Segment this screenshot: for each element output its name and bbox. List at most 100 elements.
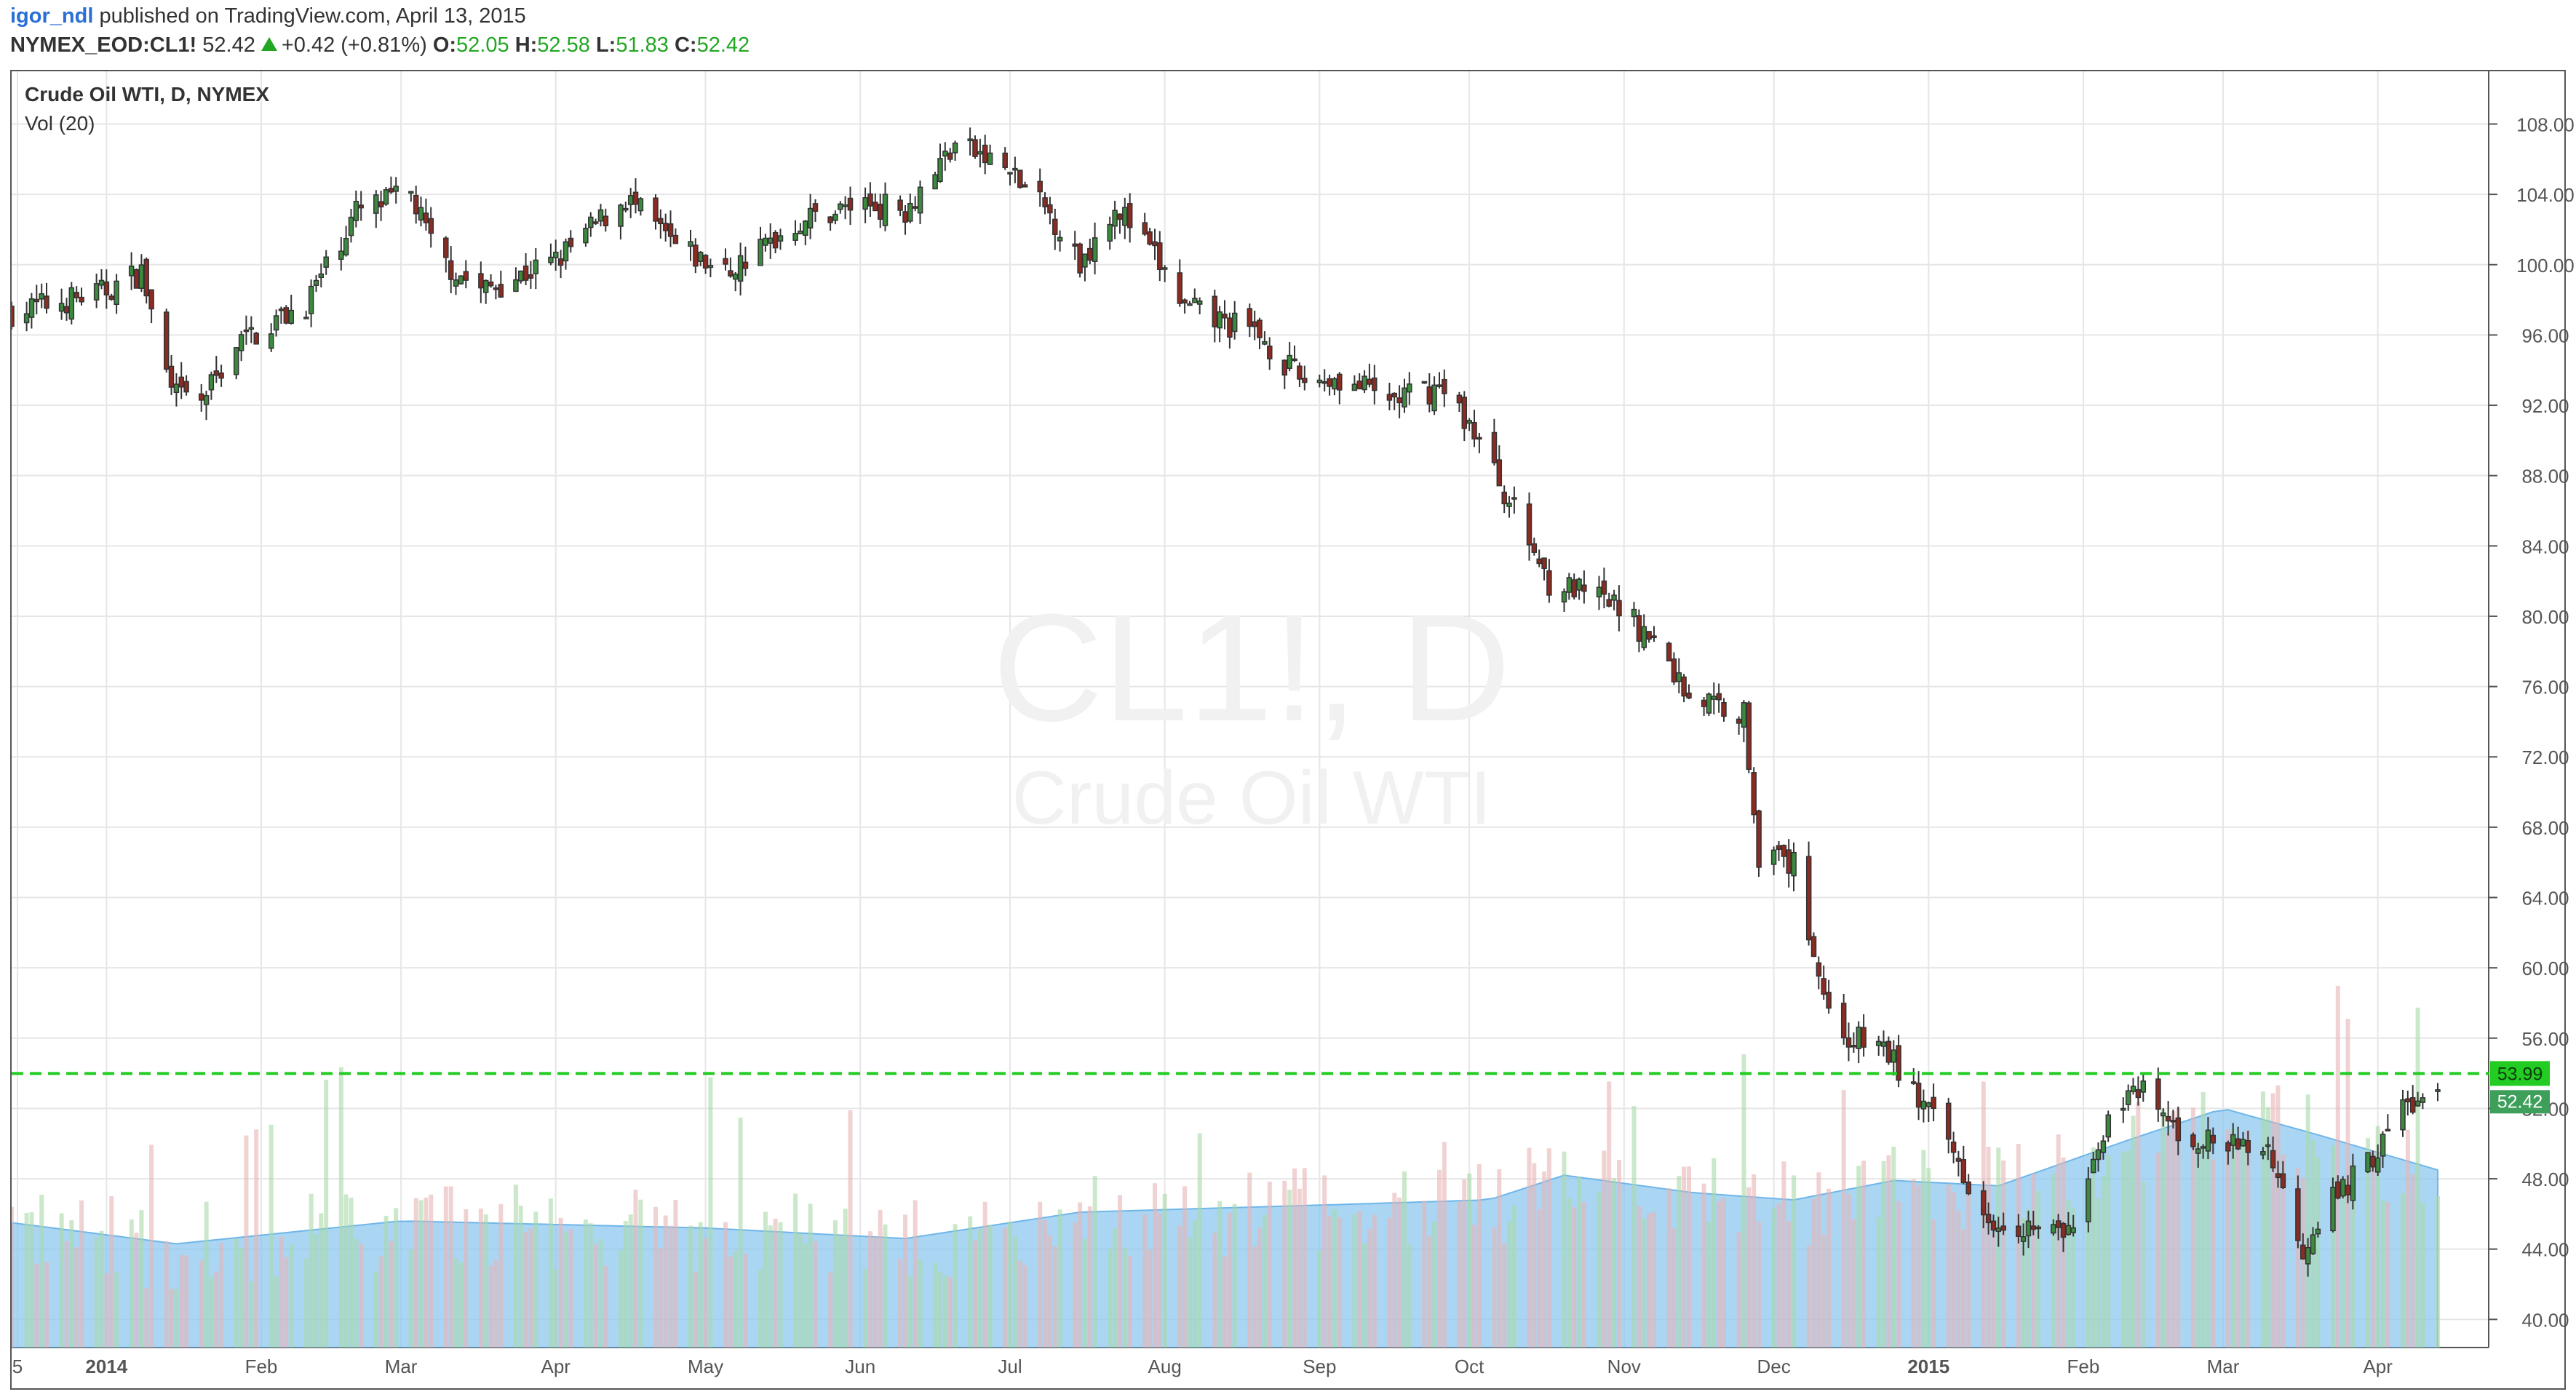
candle-down [1985,1214,1992,1224]
volume-bar [1267,1182,1272,1348]
hline-price-tag [2490,1061,2550,1086]
volume-bar [2235,1150,2241,1348]
candle-down [1606,599,1612,607]
volume-bar [907,1275,913,1348]
volume-bar [343,1194,349,1348]
candle-up [93,283,100,301]
candle-down [2210,1134,2217,1144]
x-tick-label: Sep [1303,1356,1336,1377]
volume-bar [1562,1151,1567,1348]
candle-down [1042,197,1048,207]
candle-down [1965,1181,1971,1195]
volume-bar [1122,1247,1127,1348]
volume-bar [938,1272,942,1348]
candle-down [528,274,534,279]
candle-down [1002,152,1008,169]
volume-bar [1542,1171,1547,1348]
candle-up [2090,1158,2096,1174]
volume-bar [303,1258,309,1348]
volume-bar [1057,1209,1062,1348]
candle-up [2205,1129,2211,1152]
volume-bar [418,1200,424,1348]
volume-bar [1502,1243,1507,1348]
volume-bar [1003,1227,1008,1348]
volume-bar [688,1225,693,1348]
candle-down [728,270,734,277]
candle-down [632,191,639,205]
candle-up [1875,1040,1882,1046]
volume-bar [2246,1130,2251,1348]
volume-bar [483,1214,488,1348]
volume-bar [2300,1177,2305,1348]
low-value: 51.83 [616,33,669,57]
candle-up [2095,1149,2102,1161]
candle-down [1736,718,1742,724]
volume-bar [214,1271,219,1348]
candle-up [1596,586,1602,598]
volume-bar [623,1221,628,1348]
volume-bar [359,1243,364,1348]
candle-up [1511,497,1517,500]
volume-bar [2136,1102,2141,1348]
candle-up [308,285,314,314]
candle-up [1192,298,1198,303]
candle-down [1850,1045,1857,1048]
volume-bar [478,1209,483,1348]
candle-down [772,231,779,249]
volume-bar [1682,1166,1687,1348]
author-link[interactable]: igor_ndl [10,4,94,28]
candle-down [1896,1045,1901,1081]
volume-bar [1757,1221,1762,1348]
candle-up [1092,237,1098,262]
volume-bar [134,1233,139,1348]
candle-up [318,273,325,278]
candle-up [942,151,948,157]
candle-down [658,218,664,225]
volume-bar [583,1219,588,1348]
volume-bar [2340,1179,2345,1348]
volume-bar [1712,1158,1717,1348]
volume-bar [1252,1246,1257,1348]
candle-up [2374,1157,2381,1173]
candle-up [203,395,210,405]
candle-down [213,370,220,376]
volume-bar [2141,1182,2146,1348]
candle-down [2245,1139,2251,1153]
candle-up [2200,1146,2206,1149]
volume-bar [658,1248,663,1348]
volume-bar [2166,1132,2171,1348]
volume-bar [1537,1209,1542,1348]
volume-bar [933,1262,938,1348]
candle-down [178,376,185,388]
symbol-label[interactable]: NYMEX_EOD:CL1! [10,33,197,57]
candle-down [1182,299,1188,304]
x-tick-label: 2014 [85,1356,127,1377]
y-tick-label: 44.00 [2521,1239,2569,1261]
candle-up [373,194,379,214]
volume-bar [2230,1129,2235,1348]
candle-down [603,215,609,226]
volume-bar [2410,1174,2415,1348]
volume-bar [1581,1201,1586,1348]
volume-bar [1677,1176,1682,1348]
x-tick-label: 2015 [1907,1356,1949,1377]
candle-down [463,271,469,281]
quote-line: NYMEX_EOD:CL1! 52.42 +0.42 (+0.81%) O:52.… [10,33,750,57]
volume-bar [1612,1178,1617,1348]
volume-bar [149,1145,154,1348]
candle-up [1466,420,1472,424]
volume-bar [1332,1209,1337,1348]
candle-down [1356,381,1362,390]
candle-down [73,292,79,298]
volume-bar [1921,1150,1926,1348]
volume-bar [2436,1195,2440,1348]
volume-bar [274,1276,279,1348]
volume-bar [1986,1147,1991,1348]
volume-bar [1362,1243,1367,1348]
volume-bar [1322,1175,1327,1348]
candle-down [488,281,494,287]
candle-down [1781,845,1787,857]
volume-bar [2131,1115,2136,1348]
volume-bar [453,1258,458,1348]
